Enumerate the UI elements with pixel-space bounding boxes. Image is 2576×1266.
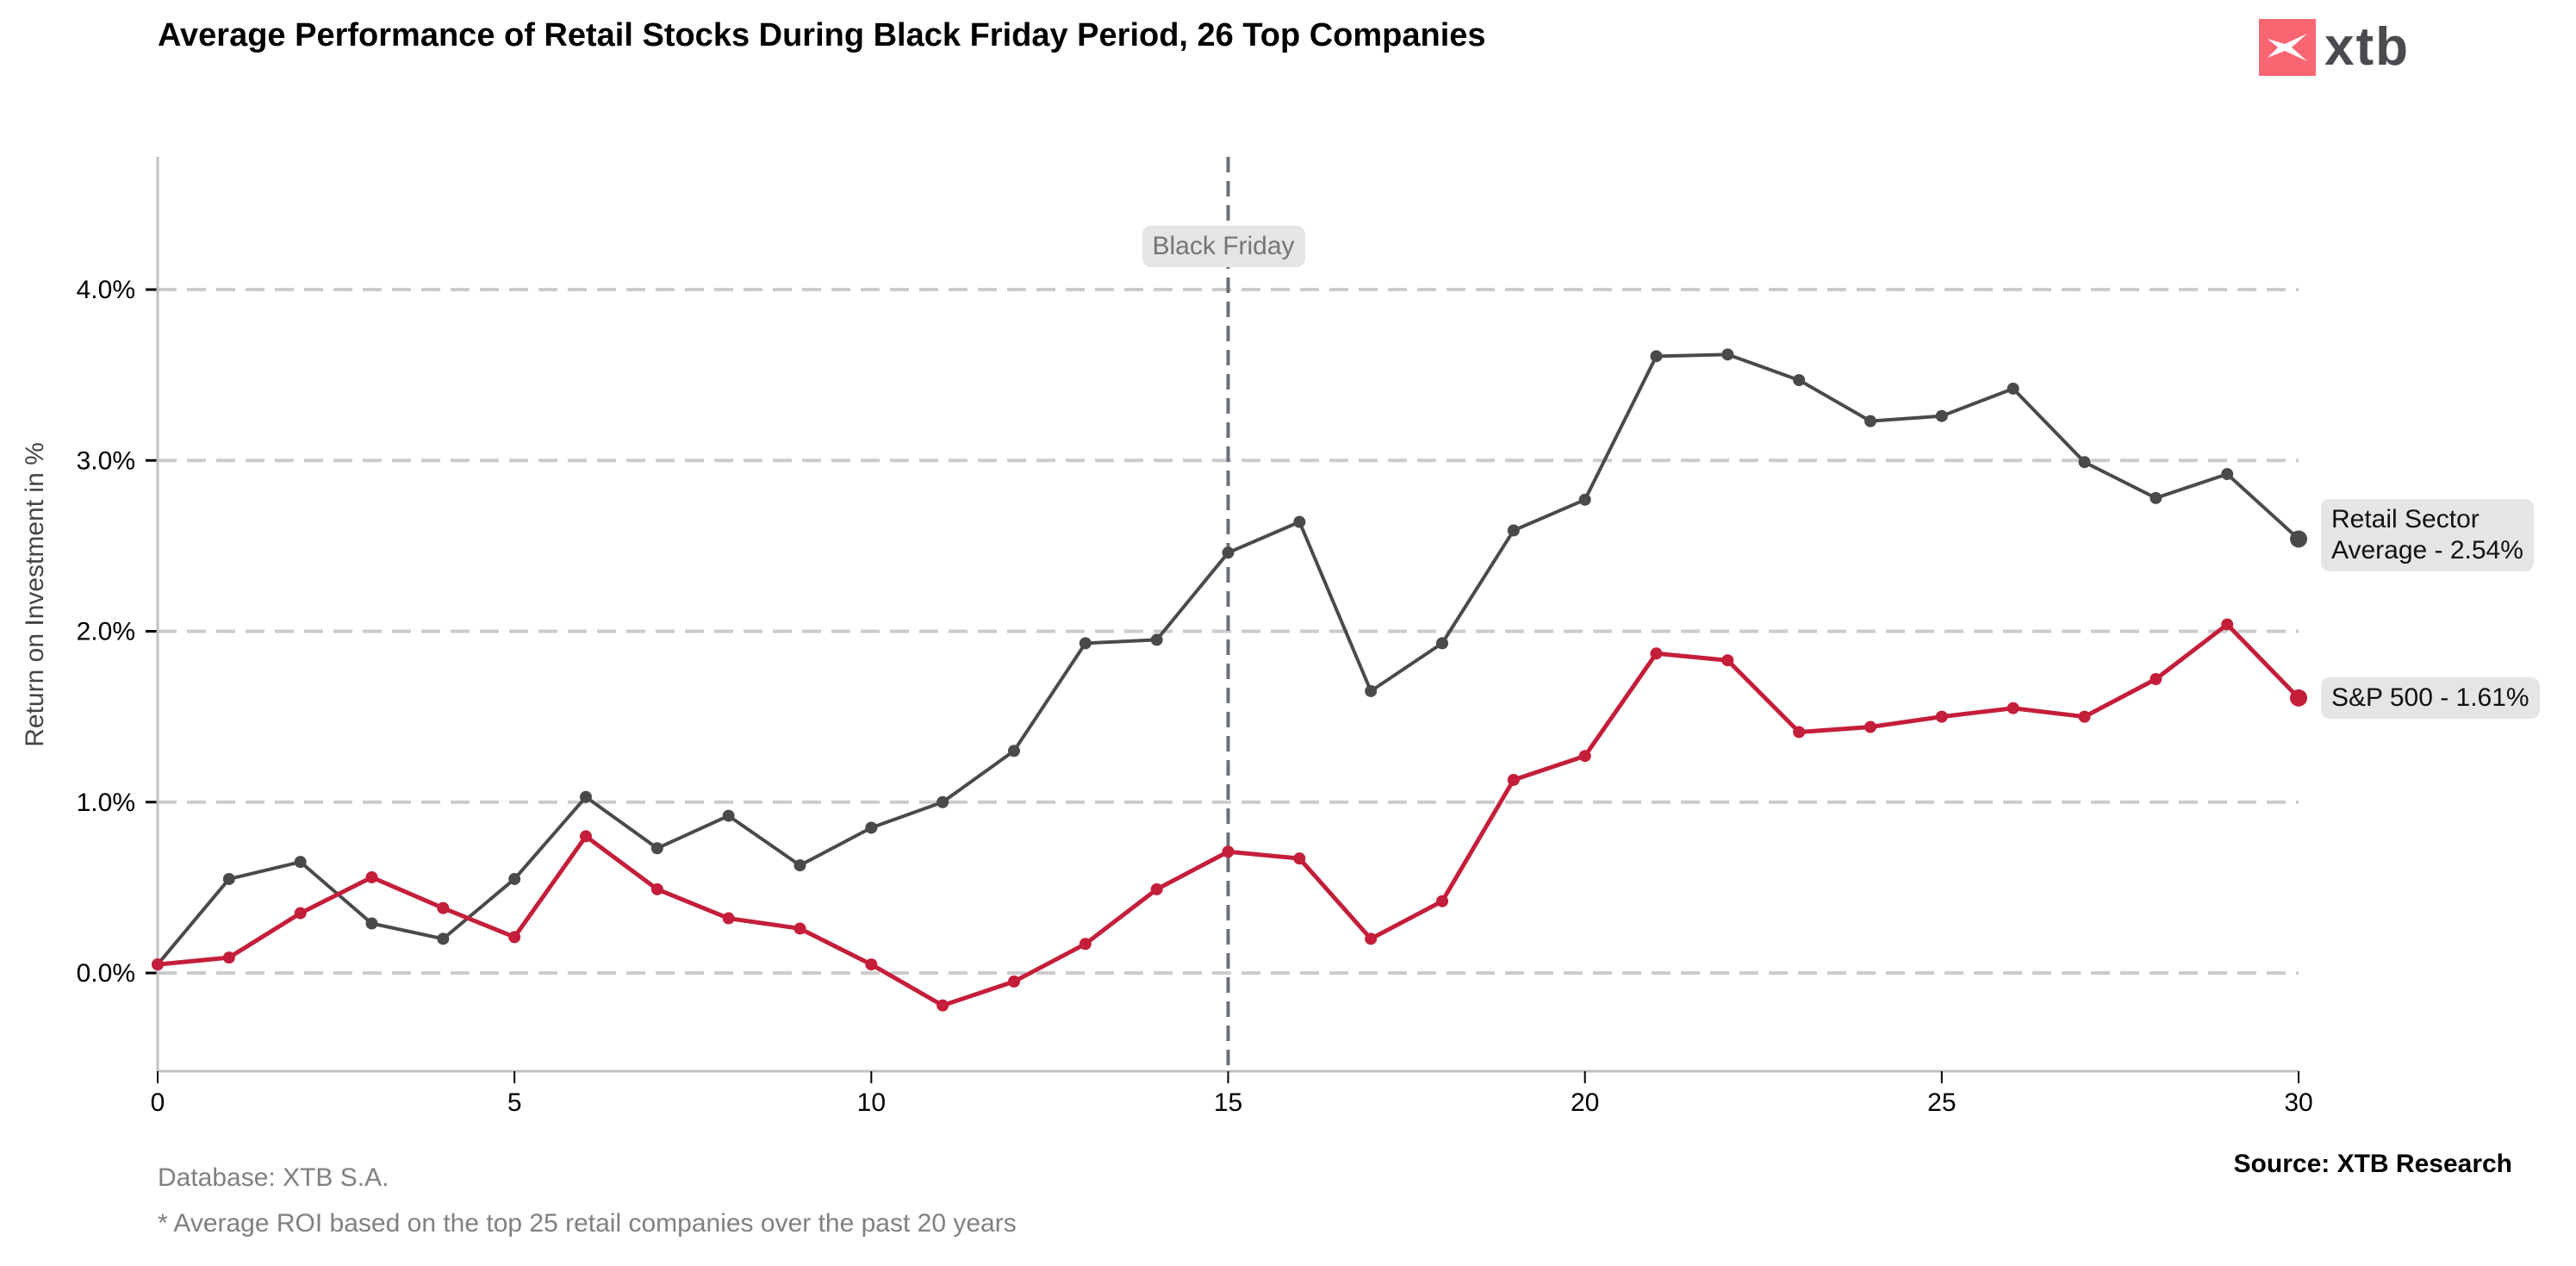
black-friday-label: Black Friday: [1142, 226, 1305, 267]
data-point: [1793, 374, 1806, 387]
data-point: [1293, 852, 1306, 865]
y-tick-label: 3.0%: [77, 446, 135, 475]
chart-title: Average Performance of Retail Stocks Dur…: [158, 17, 1486, 53]
data-point: [508, 872, 521, 885]
source-label: Source: XTB Research: [2233, 1150, 2512, 1178]
retail-end-label-line1: Retail Sector: [2331, 505, 2480, 534]
data-point: [650, 882, 663, 895]
data-point: [1578, 493, 1591, 506]
data-point: [1864, 415, 1876, 427]
data-point: [2290, 530, 2307, 548]
x-tick-label: 30: [2284, 1088, 2312, 1117]
data-point: [437, 932, 450, 945]
xtb-x-icon: [2259, 19, 2316, 76]
data-point: [365, 870, 378, 883]
data-point: [2007, 702, 2019, 714]
y-tick-label: 2.0%: [77, 618, 135, 646]
y-tick-label: 1.0%: [77, 789, 135, 817]
sp500-end-label: S&P 500 - 1.61%: [2321, 677, 2540, 719]
data-point: [1864, 720, 1876, 733]
data-point: [650, 842, 663, 855]
x-tick-label: 15: [1214, 1088, 1242, 1117]
data-point: [936, 795, 949, 808]
data-point: [936, 999, 949, 1012]
data-point: [1935, 409, 1948, 422]
data-point: [222, 951, 235, 964]
axes: 0.0% 1.0% 2.0% 3.0% 4.0% 0 5 10 15 20 25 30: [77, 157, 2313, 1117]
data-point: [152, 958, 164, 971]
data-point: [1079, 637, 1092, 650]
data-point: [1650, 350, 1663, 363]
x-tick-label: 25: [1927, 1088, 1956, 1117]
x-tick-label: 5: [507, 1088, 522, 1117]
data-point: [2078, 710, 2091, 723]
data-point: [793, 922, 806, 935]
data-point: [1222, 845, 1235, 858]
data-point: [2150, 673, 2162, 686]
data-point: [508, 931, 521, 944]
data-point: [1935, 710, 1948, 723]
y-axis-label: Return on Investment in %: [21, 442, 49, 747]
data-point: [2078, 456, 2091, 469]
xtb-logo: xtb: [2259, 19, 2410, 76]
data-point: [580, 830, 592, 843]
x-tick-label: 20: [1571, 1088, 1599, 1117]
data-point: [1578, 750, 1591, 763]
series-layer: [152, 348, 2307, 1012]
data-point: [294, 856, 307, 869]
x-tick-label: 0: [151, 1088, 165, 1117]
data-point: [1507, 524, 1520, 537]
data-point: [722, 912, 735, 925]
data-point: [1293, 515, 1306, 528]
data-point: [865, 958, 878, 971]
data-point: [1008, 745, 1020, 758]
retail-end-label: Retail Sector Average - 2.54%: [2321, 499, 2534, 572]
data-point: [1365, 684, 1378, 697]
series-sp500: [152, 618, 2307, 1012]
data-point: [1436, 895, 1448, 907]
data-point: [1650, 647, 1663, 660]
series-retail: [152, 348, 2307, 971]
data-point: [865, 821, 878, 834]
data-point: [580, 790, 592, 803]
data-point: [222, 872, 235, 885]
data-point: [2221, 618, 2234, 631]
data-point: [2290, 689, 2307, 707]
data-point: [1150, 882, 1163, 895]
footnote: * Average ROI based on the top 25 retail…: [158, 1209, 1017, 1238]
series-line: [156, 352, 2300, 966]
data-point: [2221, 468, 2234, 481]
y-tick-label: 4.0%: [77, 276, 135, 304]
data-point: [437, 901, 450, 914]
data-point: [1721, 348, 1734, 361]
data-point: [1150, 633, 1163, 646]
data-point: [722, 809, 735, 822]
data-point: [1365, 932, 1378, 945]
logo-text: xtb: [2324, 17, 2410, 77]
y-tick-label: 0.0%: [77, 959, 135, 988]
data-point: [1008, 975, 1020, 988]
data-point: [1793, 726, 1806, 739]
data-point: [2150, 491, 2162, 504]
data-point: [1079, 938, 1092, 951]
data-point: [1436, 637, 1448, 650]
data-point: [294, 907, 307, 920]
x-tick-label: 10: [857, 1088, 886, 1117]
data-point: [2007, 382, 2019, 395]
data-point: [1507, 773, 1520, 786]
data-point: [793, 859, 806, 872]
retail-end-label-line2: Average - 2.54%: [2331, 536, 2523, 565]
data-point: [365, 917, 378, 930]
data-point: [1222, 546, 1235, 559]
data-point: [1721, 654, 1734, 667]
database-note: Database: XTB S.A.: [158, 1163, 389, 1192]
